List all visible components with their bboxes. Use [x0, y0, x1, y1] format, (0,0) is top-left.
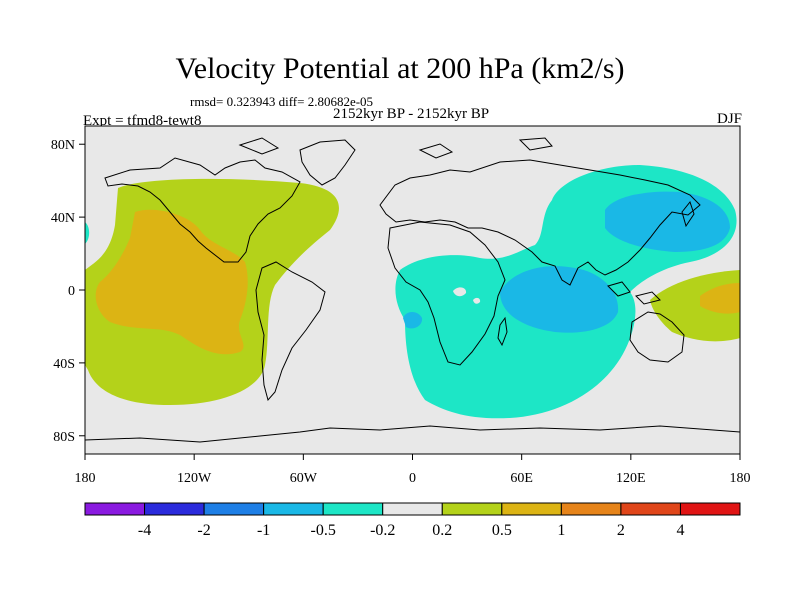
coast-japan	[681, 200, 695, 228]
lat-tick-label: 40S	[53, 357, 75, 372]
map-title: Velocity Potential at 200 hPa (km2/s)	[175, 52, 625, 85]
colorbar-label: 0.2	[432, 522, 452, 539]
lon-tick-label: 120W	[177, 471, 212, 486]
colorbar: -4 -2 -1 -0.5 -0.2 0.2 0.5 1 2 4	[84, 502, 741, 539]
colorbar-label: 0.5	[492, 522, 512, 539]
longitude-ticks: 180 120W 60W 0 60E 120E 180	[75, 454, 751, 486]
colorbar-label: -0.5	[311, 522, 336, 539]
colorbar-swatch	[560, 502, 622, 516]
contour-negative-south-atlantic-core	[403, 312, 423, 329]
coast-greenland	[299, 139, 356, 186]
lon-tick-label: 180	[75, 471, 96, 486]
lat-tick-label: 80N	[51, 138, 75, 153]
contour-positive-west-pacific-inner	[700, 283, 740, 314]
contour-gap-atlantic	[453, 287, 467, 297]
lat-tick-label: 40N	[51, 211, 75, 226]
colorbar-swatch	[322, 502, 384, 516]
colorbar-swatch	[203, 502, 265, 516]
map-area	[85, 126, 740, 454]
contour-negative-indian-ocean-core	[500, 266, 619, 333]
lon-tick-label: 60E	[510, 471, 533, 486]
lat-tick-label: 80S	[53, 430, 75, 445]
colorbar-swatch	[382, 502, 443, 516]
coast-arctic-islands	[238, 137, 553, 159]
contour-positive-pacific-inner	[95, 209, 248, 355]
coast-antarctica	[85, 425, 740, 443]
colorbar-swatch	[263, 502, 324, 516]
coast-australia	[629, 311, 685, 363]
lon-tick-label: 0	[409, 471, 416, 486]
colorbar-swatch	[144, 502, 205, 516]
colorbar-label: -4	[138, 522, 151, 539]
coast-africa	[387, 221, 506, 366]
colorbar-label: -2	[197, 522, 210, 539]
colorbar-label: -0.2	[370, 522, 395, 539]
coast-south-america	[255, 261, 326, 402]
coast-maritime-continent	[607, 281, 661, 305]
contour-negative-dateline-edge	[85, 222, 90, 244]
colorbar-label: 1	[557, 522, 565, 539]
rmsd-diff-stats: rmsd= 0.323943 diff= 2.80682e-05	[190, 94, 374, 109]
colorbar-label: 4	[676, 522, 684, 539]
colorbar-swatch	[441, 502, 503, 516]
period-subtitle: 2152kyr BP - 2152kyr BP	[332, 106, 490, 122]
colorbar-swatch	[679, 502, 741, 516]
contour-gap-east-africa	[473, 297, 481, 304]
colorbar-swatch	[84, 502, 146, 516]
experiment-label: Expt = tfmd8-tewt8	[83, 113, 202, 129]
season-label: DJF	[716, 111, 742, 127]
latitude-ticks: 80N 40N 0 40S 80S	[51, 138, 85, 445]
colorbar-swatch	[501, 502, 562, 516]
coastlines	[85, 137, 740, 443]
lon-tick-label: 120E	[616, 471, 646, 486]
lon-tick-label: 60W	[290, 471, 318, 486]
coast-eurasia	[379, 159, 701, 286]
lon-tick-label: 180	[730, 471, 751, 486]
colorbar-swatch	[620, 502, 681, 516]
coast-north-america	[104, 157, 301, 263]
colorbar-label: -1	[257, 522, 270, 539]
colorbar-label: 2	[617, 522, 625, 539]
lat-tick-label: 0	[68, 284, 75, 299]
coast-madagascar	[497, 316, 508, 347]
